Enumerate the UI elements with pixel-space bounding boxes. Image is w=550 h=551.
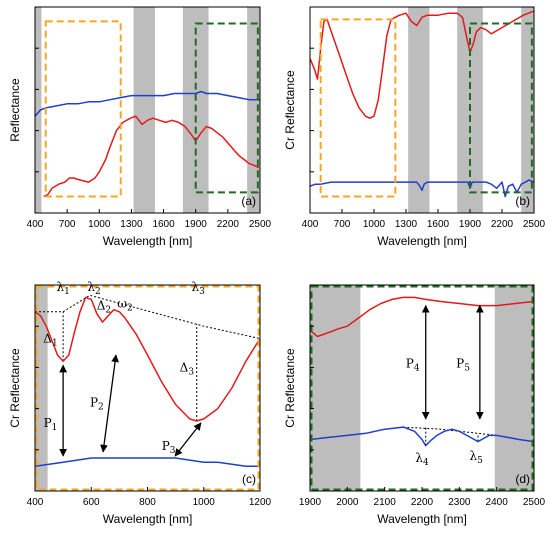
panel-d: P4 P5 λ4 λ5 1900 2000 2100 2200 2300 2400 2500 Wave…	[283, 284, 546, 526]
absorption-band	[521, 7, 534, 213]
x-tick-label: 400	[27, 219, 44, 230]
panel-label: (a)	[241, 194, 256, 208]
panel-label: (d)	[515, 472, 530, 486]
plot-area-b	[310, 7, 534, 213]
x-axis-label: Wavelength [nm]	[377, 512, 467, 526]
x-tick-label: 400	[302, 219, 319, 230]
absorption-band	[35, 7, 42, 213]
x-tick-label: 1600	[152, 219, 175, 230]
x-tick-label: 2100	[374, 497, 397, 508]
absorption-band	[494, 285, 534, 491]
region-box-green	[194, 22, 259, 194]
x-axis-label: Wavelength [nm]	[103, 234, 193, 248]
y-axis-label: Reflectance	[8, 78, 22, 142]
y-axis-label: Cr Reflectance	[283, 348, 297, 428]
continuum-hull-line	[35, 294, 260, 340]
annotation-label: λ1	[56, 280, 69, 297]
series-line-blue	[310, 426, 534, 447]
series-line-blue	[310, 179, 534, 198]
x-tick-label: 400	[27, 497, 44, 508]
x-tick-label: 1000	[193, 497, 216, 508]
panel-a: 400 700 1000 1300 1600 1900 2200 2500 Wavelength…	[8, 6, 272, 248]
region-box-orange	[35, 285, 260, 491]
y-axis-label: Cr Reflectance	[8, 348, 22, 428]
x-axis-label: Wavelength [nm]	[377, 234, 467, 248]
x-tick-label: 1000	[363, 219, 386, 230]
x-tick-label: 700	[334, 219, 351, 230]
series-line-red	[35, 296, 260, 422]
x-tick-label: 800	[139, 497, 156, 508]
annotation-label: P4	[406, 356, 420, 373]
plot-area-c	[35, 285, 260, 491]
x-tick-label: 2200	[491, 219, 514, 230]
plot-frame	[309, 6, 535, 214]
plot-area-a	[35, 7, 260, 213]
panel-b: 400 700 1000 1300 1600 1900 2200 2500 Wavelength…	[283, 6, 546, 248]
x-tick-label: 2500	[249, 219, 272, 230]
plot-frame	[34, 284, 261, 492]
annotation-label: P2	[90, 396, 104, 413]
series-line-blue	[35, 457, 260, 468]
x-tick-label: 2200	[217, 219, 240, 230]
series-line-red	[43, 115, 260, 198]
region-box-orange	[319, 18, 397, 198]
absorption-band	[247, 7, 260, 213]
x-tick-label: 1600	[427, 219, 450, 230]
annotation-label: λ3	[191, 280, 205, 297]
x-tick-label: 600	[83, 497, 100, 508]
arrow	[100, 354, 119, 453]
annotation-label: Δ3	[180, 361, 195, 378]
annotation-label: Δ2	[97, 299, 111, 316]
x-tick-label: 1900	[299, 497, 322, 508]
x-axis-label: Wavelength [nm]	[103, 512, 193, 526]
annotation-label: λ2	[87, 280, 100, 297]
x-tick-label: 2400	[486, 497, 509, 508]
panel-label: (b)	[515, 194, 530, 208]
annotation-label: P5	[456, 356, 470, 373]
x-tick-label: 1900	[459, 219, 482, 230]
x-tick-label: 1000	[88, 219, 111, 230]
x-tick-label: 1900	[185, 219, 208, 230]
x-tick-label: 700	[59, 219, 76, 230]
x-tick-label: 2500	[523, 497, 546, 508]
absorption-band	[310, 285, 361, 491]
x-tick-label: 2500	[523, 219, 546, 230]
region-box-green	[469, 22, 533, 194]
annotation-label: λ5	[469, 449, 483, 466]
arrow	[174, 422, 202, 457]
region-box-orange	[44, 20, 122, 198]
x-tick-label: 1200	[249, 497, 272, 508]
series-line-blue	[35, 90, 260, 117]
plot-area-d	[310, 285, 534, 491]
panel-label: (c)	[242, 472, 256, 486]
plot-frame	[34, 6, 261, 214]
absorption-band	[408, 7, 430, 213]
x-tick-label: 1300	[120, 219, 143, 230]
annotation-label: P3	[162, 439, 176, 456]
x-tick-label: 2000	[336, 497, 359, 508]
x-tick-label: 2200	[411, 497, 434, 508]
y-axis-label: Cr Reflectance	[283, 70, 297, 150]
absorption-band	[133, 7, 155, 213]
x-tick-label: 2300	[448, 497, 471, 508]
annotation-label: λ4	[415, 451, 429, 468]
absorption-band	[35, 285, 48, 491]
series-line-red	[310, 10, 534, 119]
x-tick-label: 1300	[395, 219, 418, 230]
